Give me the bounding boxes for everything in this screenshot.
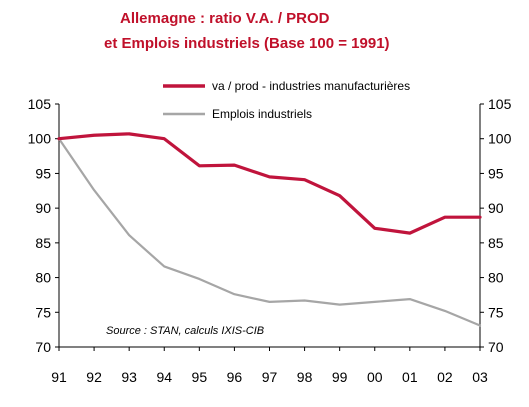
y-tick-label-right: 100 — [488, 131, 512, 147]
y-tick-label-right: 75 — [488, 304, 504, 320]
series-group — [57, 132, 482, 327]
y-tick-label-left: 70 — [35, 339, 51, 355]
chart-title-line2: et Emplois industriels (Base 100 = 1991) — [104, 35, 390, 52]
y-tick-label-left: 80 — [35, 270, 51, 286]
source-note: Source : STAN, calculs IXIS-CIB — [106, 325, 264, 337]
tick-labels: 70 70 75 75 80 80 85 85 90 90 95 95 100 100 105 105 91 92… — [28, 96, 512, 385]
legend: va / prod - industries manufacturières Em… — [163, 79, 410, 121]
x-tick-label: 91 — [51, 369, 67, 385]
y-tick-label-right: 80 — [488, 270, 504, 286]
y-tick-label-left: 105 — [28, 96, 52, 112]
x-tick-label: 02 — [437, 369, 453, 385]
series-line-va-prod — [57, 132, 482, 235]
y-tick-label-right: 70 — [488, 339, 504, 355]
y-tick-label-left: 75 — [35, 304, 51, 320]
y-tick-label-left: 85 — [35, 235, 51, 251]
y-tick-label-right: 105 — [488, 96, 512, 112]
x-tick-label: 97 — [262, 369, 278, 385]
legend-item-va-prod-label: va / prod - industries manufacturières — [212, 79, 410, 93]
x-tick-label: 03 — [472, 369, 488, 385]
x-tick-label: 95 — [192, 369, 208, 385]
x-tick-label: 92 — [86, 369, 102, 385]
y-tick-label-left: 90 — [35, 200, 51, 216]
x-tick-label: 96 — [227, 369, 243, 385]
x-tick-label: 99 — [332, 369, 348, 385]
y-tick-label-right: 95 — [488, 165, 504, 181]
y-tick-label-right: 90 — [488, 200, 504, 216]
y-tick-label-left: 100 — [28, 131, 52, 147]
legend-item-emplois-label: Emplois industriels — [212, 107, 312, 121]
x-tick-label: 94 — [156, 369, 172, 385]
chart-axes — [55, 103, 484, 351]
x-tick-label: 00 — [367, 369, 383, 385]
x-tick-label: 98 — [297, 369, 313, 385]
y-tick-label-right: 85 — [488, 235, 504, 251]
x-tick-label: 93 — [121, 369, 137, 385]
y-tick-label-left: 95 — [35, 165, 51, 181]
series-line-emplois — [57, 137, 482, 327]
x-tick-label: 01 — [402, 369, 418, 385]
chart-title-line1: Allemagne : ratio V.A. / PROD — [120, 10, 330, 27]
